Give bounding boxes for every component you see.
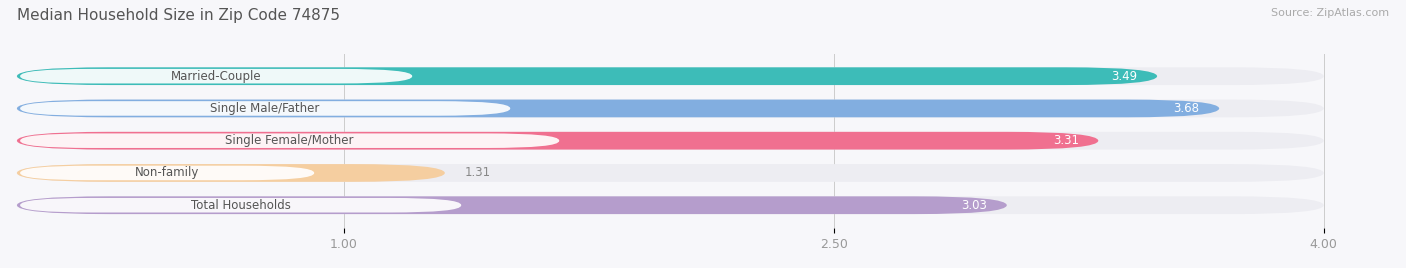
Text: 3.31: 3.31	[1053, 134, 1078, 147]
Text: Single Female/Mother: Single Female/Mother	[225, 134, 354, 147]
FancyBboxPatch shape	[20, 133, 560, 148]
Text: 1.31: 1.31	[464, 166, 491, 180]
FancyBboxPatch shape	[20, 166, 314, 180]
Text: Single Male/Father: Single Male/Father	[211, 102, 321, 115]
Text: 3.49: 3.49	[1111, 70, 1137, 83]
FancyBboxPatch shape	[17, 67, 1157, 85]
FancyBboxPatch shape	[17, 67, 1324, 85]
FancyBboxPatch shape	[17, 196, 1007, 214]
Text: Median Household Size in Zip Code 74875: Median Household Size in Zip Code 74875	[17, 8, 340, 23]
FancyBboxPatch shape	[17, 132, 1324, 150]
FancyBboxPatch shape	[20, 198, 461, 213]
Text: 3.03: 3.03	[962, 199, 987, 212]
Text: Source: ZipAtlas.com: Source: ZipAtlas.com	[1271, 8, 1389, 18]
FancyBboxPatch shape	[17, 100, 1219, 117]
FancyBboxPatch shape	[20, 69, 412, 83]
FancyBboxPatch shape	[17, 132, 1098, 150]
Text: Married-Couple: Married-Couple	[172, 70, 262, 83]
FancyBboxPatch shape	[17, 196, 1324, 214]
FancyBboxPatch shape	[17, 164, 1324, 182]
FancyBboxPatch shape	[17, 100, 1324, 117]
Text: Total Households: Total Households	[191, 199, 291, 212]
FancyBboxPatch shape	[17, 164, 444, 182]
Text: Non-family: Non-family	[135, 166, 200, 180]
Text: 3.68: 3.68	[1174, 102, 1199, 115]
FancyBboxPatch shape	[20, 101, 510, 116]
